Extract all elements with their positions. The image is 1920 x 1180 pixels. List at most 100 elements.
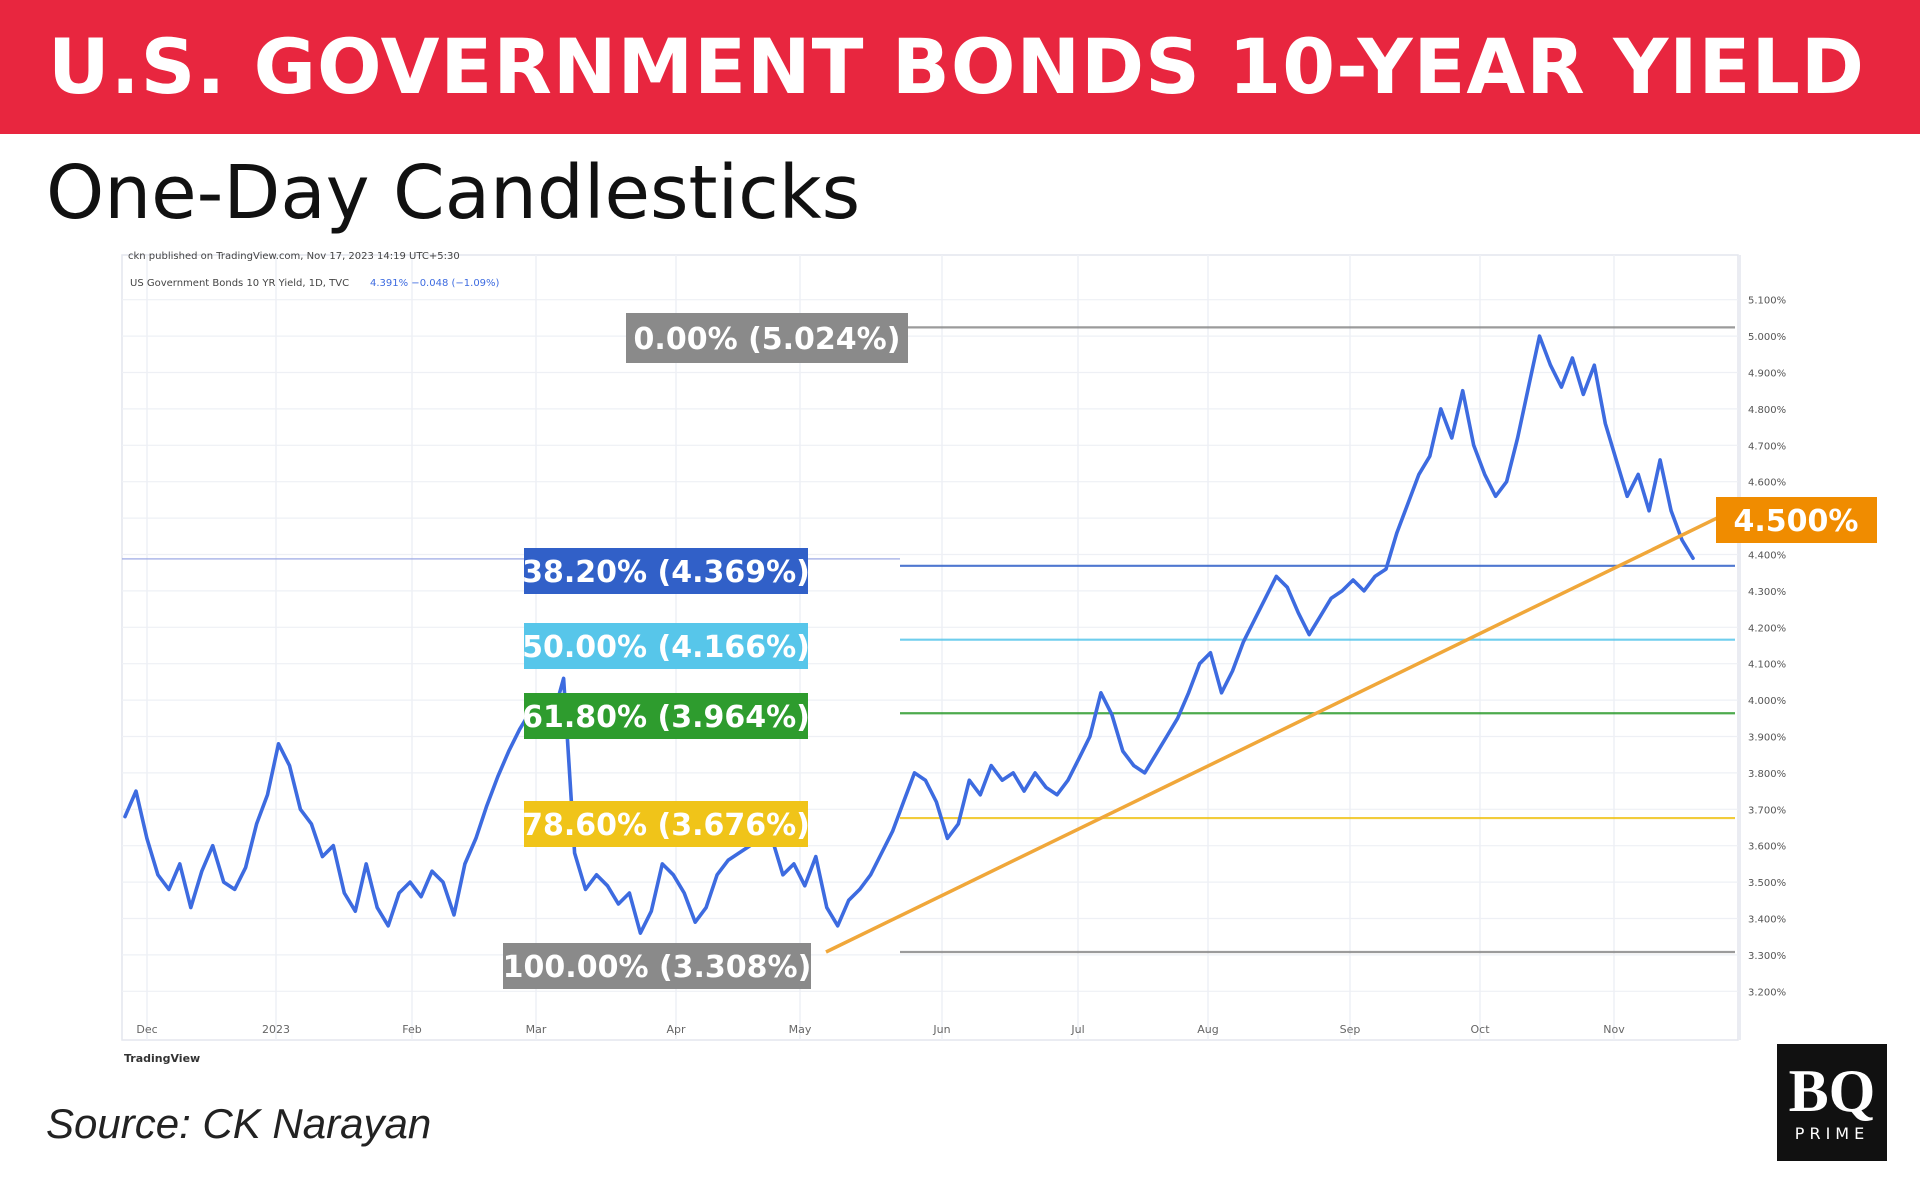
yield-data-point xyxy=(639,931,642,935)
tv-values-line: 4.391% −0.048 (−1.09%) xyxy=(370,278,500,289)
yield-data-point xyxy=(507,749,510,753)
yield-data-point xyxy=(1626,495,1629,498)
page-title: U.S. GOVERNMENT BONDS 10-YEAR YIELD xyxy=(48,22,1865,111)
yield-data-point xyxy=(178,862,181,866)
y-tick-label: 5.100% xyxy=(1748,296,1786,307)
support-trendline xyxy=(825,516,1718,954)
yield-data-point xyxy=(1395,531,1399,534)
yield-data-point xyxy=(672,873,675,876)
yield-data-point xyxy=(792,862,796,866)
yield-data-point xyxy=(1154,753,1157,756)
yield-data-point xyxy=(1604,422,1607,425)
fib-label-box xyxy=(524,693,808,739)
yield-data-point xyxy=(1044,786,1048,789)
source-note: Source: CK Narayan xyxy=(46,1100,432,1147)
chart-subtitle: One-Day Candlesticks xyxy=(46,150,861,236)
yield-data-point xyxy=(990,764,993,767)
yield-data-point xyxy=(1680,538,1684,542)
fib-label-box xyxy=(524,548,808,594)
fib-label-text: 50.00% (4.166%) xyxy=(522,630,810,665)
yield-data-point xyxy=(1110,713,1114,716)
yield-data-point xyxy=(880,851,883,855)
yield-data-point xyxy=(1439,407,1443,411)
yield-data-point xyxy=(1417,473,1421,476)
fib-label-box xyxy=(503,943,811,989)
tradingview-logo: TradingView xyxy=(124,1052,200,1065)
yield-data-point xyxy=(1637,473,1640,476)
y-tick-label: 4.900% xyxy=(1748,369,1786,380)
yield-data-point xyxy=(145,837,149,840)
tv-symbol-line: US Government Bonds 10 YR Yield, 1D, TVC xyxy=(130,278,349,289)
y-tick-label: 3.300% xyxy=(1748,951,1786,962)
yield-data-point xyxy=(266,793,269,796)
yield-data-point xyxy=(255,822,258,826)
yield-data-point xyxy=(1297,611,1300,614)
fib-label-text: 61.80% (3.964%) xyxy=(522,700,810,735)
yield-data-point xyxy=(1373,575,1377,578)
yield-data-point xyxy=(1461,389,1464,392)
fib-label-box xyxy=(524,623,808,669)
yield-data-point xyxy=(244,866,247,869)
yield-data-point xyxy=(288,764,291,767)
yield-data-point xyxy=(1286,586,1289,589)
y-tick-label: 3.600% xyxy=(1748,842,1786,853)
y-tick-label: 4.600% xyxy=(1748,478,1786,489)
yield-data-point xyxy=(1505,480,1508,483)
yield-data-point xyxy=(1330,597,1333,600)
yield-data-point xyxy=(1351,578,1355,582)
logo-subtext: PRIME xyxy=(1794,1124,1870,1143)
y-tick-label: 4.000% xyxy=(1748,696,1786,707)
yield-series-line xyxy=(123,334,1695,935)
yield-data-point xyxy=(1615,458,1618,462)
yield-data-point xyxy=(584,888,587,891)
yield-data-point xyxy=(343,891,346,895)
yield-data-point xyxy=(1066,779,1070,782)
yield-data-point xyxy=(1088,735,1092,738)
yield-data-point xyxy=(310,822,313,826)
yield-data-point xyxy=(1549,364,1552,367)
yield-data-point xyxy=(1450,436,1454,440)
yield-data-point xyxy=(650,910,653,913)
yield-data-point xyxy=(1494,495,1497,498)
yield-data-point xyxy=(397,891,401,895)
y-tick-label: 3.700% xyxy=(1748,805,1786,816)
plot-frame xyxy=(121,254,1739,1041)
yield-data-point xyxy=(1001,779,1004,782)
yield-data-point xyxy=(704,906,708,909)
yield-data-point xyxy=(321,855,324,858)
yield-data-point xyxy=(781,873,785,876)
fib-label-text: 100.00% (3.308%) xyxy=(503,950,812,985)
fib-label-box xyxy=(626,313,908,363)
yield-data-point xyxy=(1658,458,1662,462)
yield-data-point xyxy=(1384,567,1388,571)
fib-label-box xyxy=(524,801,808,847)
x-tick-label: 2023 xyxy=(262,1023,290,1036)
yield-data-point xyxy=(1582,393,1585,396)
yield-data-point xyxy=(1483,473,1486,476)
current-value-label: 4.500% xyxy=(1734,504,1859,539)
x-tick-label: Feb xyxy=(402,1023,421,1036)
yield-data-point xyxy=(1275,575,1278,578)
yield-data-point xyxy=(891,830,894,833)
yield-data-point xyxy=(924,779,927,782)
yield-data-point xyxy=(1121,749,1125,753)
yield-data-point xyxy=(332,844,335,847)
y-tick-label: 4.200% xyxy=(1748,623,1786,634)
yield-data-point xyxy=(1253,618,1256,622)
yield-data-point xyxy=(1406,502,1410,505)
yield-data-point xyxy=(968,779,971,782)
yield-data-point xyxy=(737,851,741,855)
y-tick-label: 4.800% xyxy=(1748,405,1786,416)
yield-data-point xyxy=(1264,597,1267,600)
yield-data-point xyxy=(1242,640,1245,644)
yield-data-point xyxy=(1560,385,1563,389)
yield-data-point xyxy=(683,891,686,895)
yield-data-point xyxy=(726,859,730,862)
yield-data-point xyxy=(1077,757,1081,760)
yield-data-point xyxy=(441,880,445,884)
yield-data-point xyxy=(222,880,225,884)
yield-data-point xyxy=(562,677,565,680)
yield-data-point xyxy=(167,888,171,891)
yield-data-point xyxy=(1022,789,1026,793)
